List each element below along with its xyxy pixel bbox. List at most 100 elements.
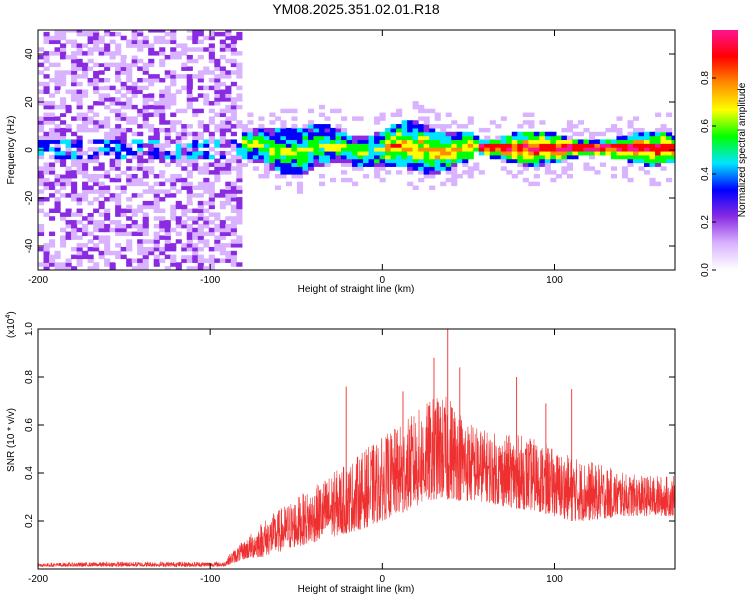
spectrogram-cell <box>87 208 94 213</box>
spectrogram-cell <box>467 166 474 171</box>
spectrogram-cell <box>43 54 50 60</box>
spectrogram-cell <box>148 127 155 133</box>
spectrogram-cell <box>666 147 673 152</box>
spectrogram-cell <box>208 220 215 225</box>
spectrogram-cell <box>197 54 204 60</box>
spectrogram-cell <box>82 70 89 75</box>
spectrogram-cell <box>655 147 662 152</box>
spectrogram-cell <box>186 101 193 106</box>
spectrogram-cell <box>208 231 215 237</box>
spectrogram-cell <box>627 158 634 164</box>
spectrogram-cell <box>131 154 138 160</box>
spectrogram-cell <box>115 135 122 141</box>
spectrogram-cell <box>175 89 182 94</box>
spectrogram-cell <box>423 139 430 144</box>
spectrogram-cell <box>627 135 634 141</box>
spectrogram-cell <box>627 147 634 152</box>
spectrogram-cell <box>115 162 122 167</box>
spectrogram-cell <box>192 35 199 41</box>
spectrogram-cell <box>115 220 122 225</box>
spectrogram-cell <box>324 139 331 144</box>
spectrogram-cell <box>296 158 304 164</box>
spectrogram-cell <box>407 162 414 167</box>
spectrogram-cell <box>170 47 177 52</box>
spectrogram-cell <box>346 139 353 144</box>
spectrogram-cell <box>38 143 45 148</box>
spectrogram-cell <box>418 154 425 160</box>
spectrogram-cell <box>605 127 612 133</box>
spectrogram-cell <box>65 104 72 110</box>
spectrogram-cell <box>280 143 287 148</box>
spectrogram-cell <box>197 154 204 160</box>
spectrogram-cell <box>203 70 210 75</box>
spectrogram-cell <box>605 147 612 152</box>
spectrogram-cell <box>71 174 78 179</box>
spectrogram-cell <box>49 170 56 175</box>
spectrogram-cell <box>186 162 193 167</box>
spectrogram-cell <box>120 212 127 217</box>
spectrogram-cell <box>164 131 171 137</box>
spectrogram-cell <box>451 135 458 141</box>
spectrogram-cell <box>109 108 116 114</box>
spectrogram-cell <box>522 150 529 156</box>
spectrogram-cell <box>236 243 243 248</box>
spectrogram-cell <box>423 158 430 164</box>
spectrogram-cell <box>324 154 331 160</box>
spectrogram-cell <box>346 143 353 148</box>
spectrogram-cell <box>54 158 61 164</box>
spectrogram-cell <box>236 189 243 194</box>
spectrogram-cell <box>181 204 188 210</box>
spectrogram-cell <box>208 78 215 83</box>
spectrogram-cell <box>208 31 215 37</box>
spectrogram-cell <box>666 150 673 156</box>
spectrogram-cell <box>517 147 524 152</box>
spectrogram-cell <box>159 220 166 225</box>
snr-plot-area <box>38 329 675 569</box>
spectrogram-cell <box>379 116 386 121</box>
spectrogram-cell <box>434 154 441 160</box>
spectrogram-cell <box>65 127 72 133</box>
spectrogram-cell <box>159 47 166 52</box>
spectrogram-cell <box>632 150 640 156</box>
spectrogram-cell <box>115 70 122 75</box>
spectrogram-cell <box>655 139 662 144</box>
spectrogram-cell <box>142 62 149 68</box>
spectrogram-cell <box>214 166 221 171</box>
spectrogram-cell <box>655 135 662 141</box>
spectrogram-cell <box>49 93 56 98</box>
spectrogram-cell <box>572 131 579 137</box>
spectrogram-cell <box>170 39 177 45</box>
spectrogram-cell <box>599 162 607 167</box>
spectrogram-cell <box>429 158 436 164</box>
spectrogram-cell <box>93 47 100 52</box>
spectrogram-cell <box>126 231 133 237</box>
spectrogram-cell <box>230 181 237 187</box>
spectrogram-cell <box>126 174 133 179</box>
spectrogram-cell <box>230 250 237 256</box>
spectrogram-cell <box>632 135 640 141</box>
spectrogram-cell <box>131 120 138 125</box>
spectrogram-cell <box>214 31 221 37</box>
spectrogram-cell <box>666 158 673 164</box>
spectrogram-cell <box>241 139 248 144</box>
spectrogram-cell <box>60 97 67 102</box>
spectrogram-cell <box>291 127 298 133</box>
spectrogram-cell <box>126 78 133 83</box>
spectrogram-cell <box>627 177 634 183</box>
spectrogram-cell <box>54 208 61 213</box>
spectrogram-cell <box>153 181 160 187</box>
spectrogram-cell <box>49 51 56 56</box>
spectrogram-cell <box>478 143 485 148</box>
spectrogram-cell <box>544 154 551 160</box>
spectrogram-cell <box>131 39 138 45</box>
spectrogram-cell <box>252 166 259 171</box>
spectrogram-cell <box>352 139 359 144</box>
spectrogram-cell <box>539 154 546 160</box>
spectrogram-cell <box>363 139 370 144</box>
spectrogram-cell <box>87 220 94 225</box>
spectrogram-cell <box>208 262 215 267</box>
spectrogram-cell <box>131 266 138 270</box>
spectrogram-cell <box>126 116 133 121</box>
spectrogram-cell <box>192 258 199 263</box>
